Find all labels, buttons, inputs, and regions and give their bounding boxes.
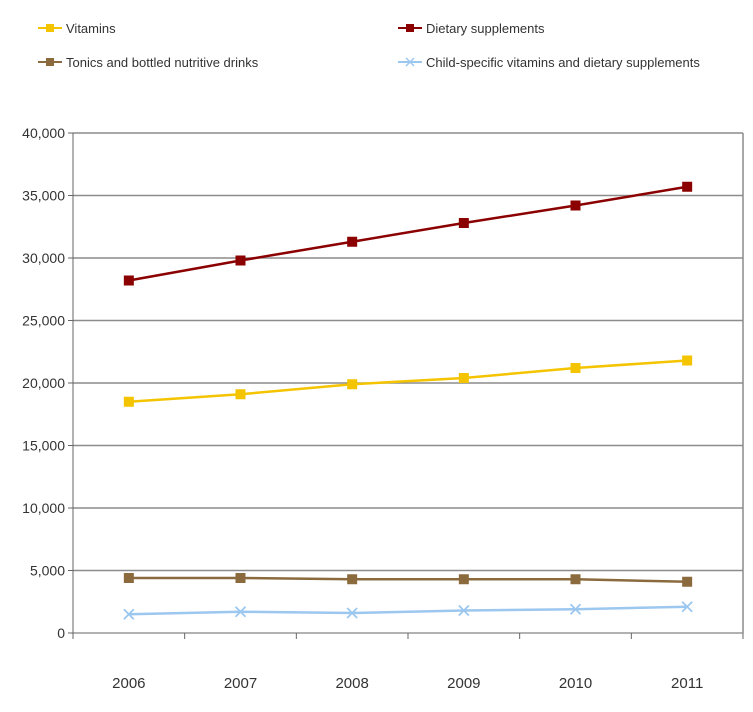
- series: [123, 181, 693, 286]
- y-axis-ticks: 0 5,000 10,000 15,000 20,000 25,000 30,000 35,0…: [22, 125, 73, 641]
- y-tick-label: 5,000: [30, 563, 65, 579]
- legend-item: Vitamins: [38, 21, 116, 36]
- legend-label: Child-specific vitamins and dietary supp…: [426, 55, 700, 70]
- legend-label: Dietary supplements: [426, 21, 545, 36]
- series-line: [128, 605, 688, 616]
- data-point: [569, 603, 582, 615]
- legend-item: Child-specific vitamins and dietary supp…: [398, 55, 700, 70]
- data-point: [682, 181, 693, 192]
- legend: Vitamins Dietary supplements Tonics and bo…: [38, 21, 700, 70]
- series: [123, 573, 693, 587]
- x-tick-label: 2011: [671, 675, 703, 692]
- legend-item: Tonics and bottled nutritive drinks: [38, 55, 259, 70]
- data-point: [570, 574, 581, 585]
- series-line: [128, 359, 688, 403]
- x-tick-label: 2010: [559, 675, 592, 692]
- legend-square-marker: [406, 24, 414, 32]
- data-point: [235, 573, 246, 583]
- x-tick-label: 2006: [112, 675, 145, 692]
- gridlines: [73, 132, 743, 572]
- data-point: [458, 218, 469, 228]
- series: [123, 601, 693, 620]
- data-point: [458, 373, 469, 383]
- y-tick-label: 30,000: [22, 250, 65, 266]
- series-line: [128, 185, 688, 282]
- data-point: [570, 363, 581, 373]
- data-point: [681, 601, 693, 613]
- data-point: [347, 236, 358, 247]
- x-tick-label: 2007: [224, 675, 257, 692]
- data-point: [123, 275, 134, 286]
- data-point: [235, 389, 246, 400]
- data-point: [346, 607, 358, 619]
- data-point: [123, 608, 135, 620]
- series: [123, 355, 693, 407]
- data-point: [458, 604, 470, 617]
- legend-label: Vitamins: [66, 21, 116, 36]
- legend-x-marker: [405, 57, 415, 67]
- data-point: [123, 396, 134, 407]
- y-tick-label: 10,000: [22, 500, 65, 516]
- y-tick-label: 0: [57, 625, 65, 641]
- x-tick-label: 2008: [335, 675, 368, 692]
- y-tick-label: 20,000: [22, 375, 65, 391]
- y-tick-label: 35,000: [22, 188, 65, 204]
- data-point: [570, 200, 581, 211]
- y-tick-label: 15,000: [22, 438, 65, 454]
- legend-square-marker: [46, 24, 54, 32]
- series-line: [128, 576, 688, 583]
- data-point: [458, 574, 469, 585]
- y-tick-label: 40,000: [22, 125, 65, 141]
- legend-item: Dietary supplements: [398, 21, 545, 36]
- data-point: [235, 255, 246, 266]
- x-axis-ticks: 2006 2007 2008 2009 2010 2011: [72, 633, 744, 692]
- y-tick-label: 25,000: [22, 313, 65, 329]
- data-point: [347, 379, 358, 390]
- data-point: [682, 355, 693, 366]
- data-point: [682, 576, 693, 587]
- legend-square-marker: [46, 58, 54, 66]
- data-point: [347, 574, 358, 585]
- data-point: [123, 573, 134, 583]
- data-point: [234, 606, 247, 618]
- legend-label: Tonics and bottled nutritive drinks: [66, 55, 259, 70]
- x-tick-label: 2009: [447, 675, 480, 692]
